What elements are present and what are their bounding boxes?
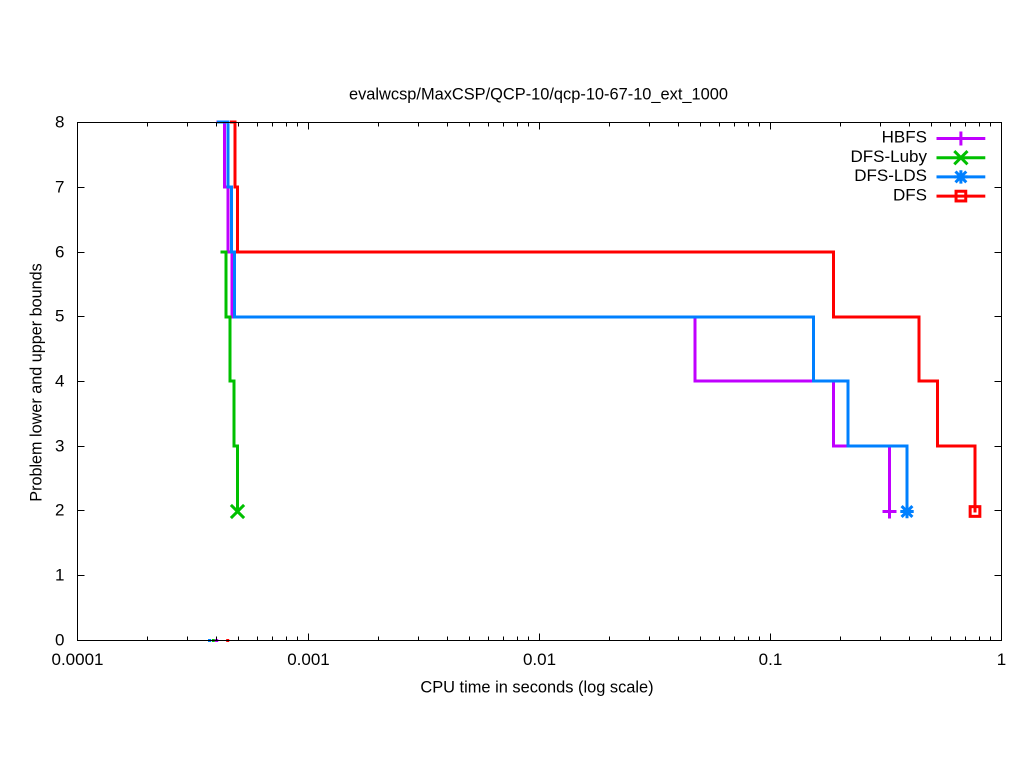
- svg-text:DFS-Luby: DFS-Luby: [850, 147, 927, 166]
- svg-text:3: 3: [55, 436, 64, 455]
- svg-text:0: 0: [55, 630, 64, 649]
- svg-text:CPU time in seconds (log scale: CPU time in seconds (log scale): [420, 679, 653, 697]
- svg-text:0.1: 0.1: [759, 650, 783, 669]
- svg-text:DFS: DFS: [893, 185, 927, 204]
- svg-text:6: 6: [55, 242, 64, 261]
- svg-text:HBFS: HBFS: [882, 128, 927, 147]
- svg-text:0.01: 0.01: [523, 650, 556, 669]
- svg-text:1: 1: [55, 565, 64, 584]
- svg-text:0.001: 0.001: [287, 650, 330, 669]
- svg-text:8: 8: [55, 112, 64, 131]
- svg-text:DFS-LDS: DFS-LDS: [854, 166, 927, 185]
- svg-text:evalwcsp/MaxCSP/QCP-10/qcp-10-: evalwcsp/MaxCSP/QCP-10/qcp-10-67-10_ext_…: [349, 86, 728, 104]
- svg-text:1: 1: [997, 650, 1006, 669]
- svg-text:4: 4: [55, 371, 64, 390]
- svg-text:Problem lower and upper bounds: Problem lower and upper bounds: [28, 263, 46, 501]
- svg-text:7: 7: [55, 177, 64, 196]
- svg-text:0.0001: 0.0001: [52, 650, 104, 669]
- svg-text:5: 5: [55, 306, 64, 325]
- svg-text:2: 2: [55, 500, 64, 519]
